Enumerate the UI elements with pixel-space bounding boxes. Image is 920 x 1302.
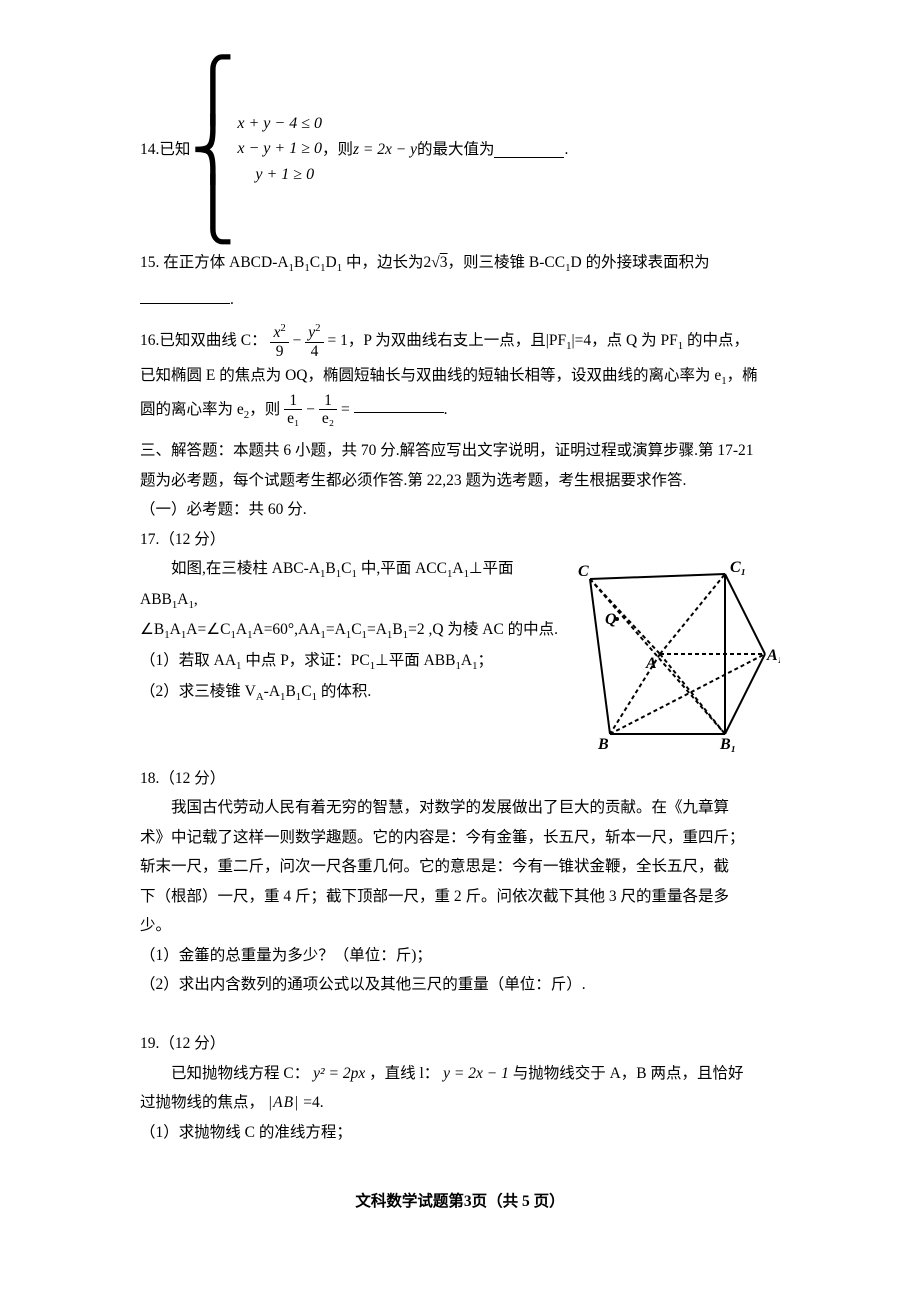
p16-head: 16.已知双曲线 C： <box>140 332 267 349</box>
sqrt-icon: √ <box>431 254 440 271</box>
fraction: 1 e₂ <box>319 392 337 429</box>
page-container: 14.已知 ⎧⎨⎩ x + y − 4 ≤ 0 x − y + 1 ≥ 0 y … <box>70 0 850 1257</box>
p14-mid: ，则 <box>322 135 353 164</box>
svg-text:B: B <box>597 736 609 753</box>
prism-figure: C C₁ Q A A₁ B B₁ <box>570 554 780 754</box>
p14-expr: z = 2x − y <box>353 135 417 164</box>
svg-text:C: C <box>578 563 589 580</box>
p14-brace: ⎧⎨⎩ <box>190 60 237 240</box>
p17-num: 17.（12 分） <box>140 525 780 554</box>
p14-sys2: x − y + 1 ≥ 0 <box>237 136 322 162</box>
p14-tail: 的最大值为 <box>417 135 495 164</box>
blank-field[interactable] <box>354 397 444 414</box>
svg-text:A₁: A₁ <box>766 647 780 664</box>
svg-text:C₁: C₁ <box>730 559 746 576</box>
p14-sys3: y + 1 ≥ 0 <box>237 162 322 188</box>
problem-15: 15. 在正方体 ABCD-A1B1C1D1 中，边长为2√3，则三棱锥 B-C… <box>140 248 780 314</box>
p15-a: 15. 在正方体 ABCD-A <box>140 254 289 271</box>
problem-18: 18.（12 分） 我国古代劳动人民有着无穷的智慧，对数学的发展做出了巨大的贡献… <box>140 764 780 1000</box>
brace-icon: ⎧⎨⎩ <box>190 60 237 240</box>
p14-sys1: x + y − 4 ≤ 0 <box>237 111 322 137</box>
problem-19: 19.（12 分） 已知抛物线方程 C： y² = 2px ，直线 l： y =… <box>140 1029 780 1147</box>
p19-num: 19.（12 分） <box>140 1029 780 1058</box>
svg-text:A: A <box>645 655 657 672</box>
fraction: 1 e₁ <box>284 392 302 429</box>
svg-text:B₁: B₁ <box>719 736 736 753</box>
problem-14: 14.已知 ⎧⎨⎩ x + y − 4 ≤ 0 x − y + 1 ≥ 0 y … <box>140 60 780 240</box>
section-3-header: 三、解答题：本题共 6 小题，共 70 分.解答应写出文字说明，证明过程或演算步… <box>140 436 780 524</box>
page-footer: 文科数学试题第3页（共 5 页） <box>140 1187 780 1216</box>
p14-head: 14.已知 <box>140 135 190 164</box>
problem-16: 16.已知双曲线 C： x2 9 − y2 4 = 1，P 为双曲线右支上一点，… <box>140 322 780 428</box>
blank-field[interactable] <box>140 287 230 304</box>
p18-num: 18.（12 分） <box>140 764 780 793</box>
problem-17: 17.（12 分） 如图,在三棱柱 ABC-A1B1C1 中,平面 ACC1A1… <box>140 525 780 754</box>
p14-period: . <box>564 135 568 164</box>
blank-field[interactable] <box>494 142 564 159</box>
fraction: x2 9 <box>270 322 288 361</box>
fraction: y2 4 <box>305 322 323 361</box>
